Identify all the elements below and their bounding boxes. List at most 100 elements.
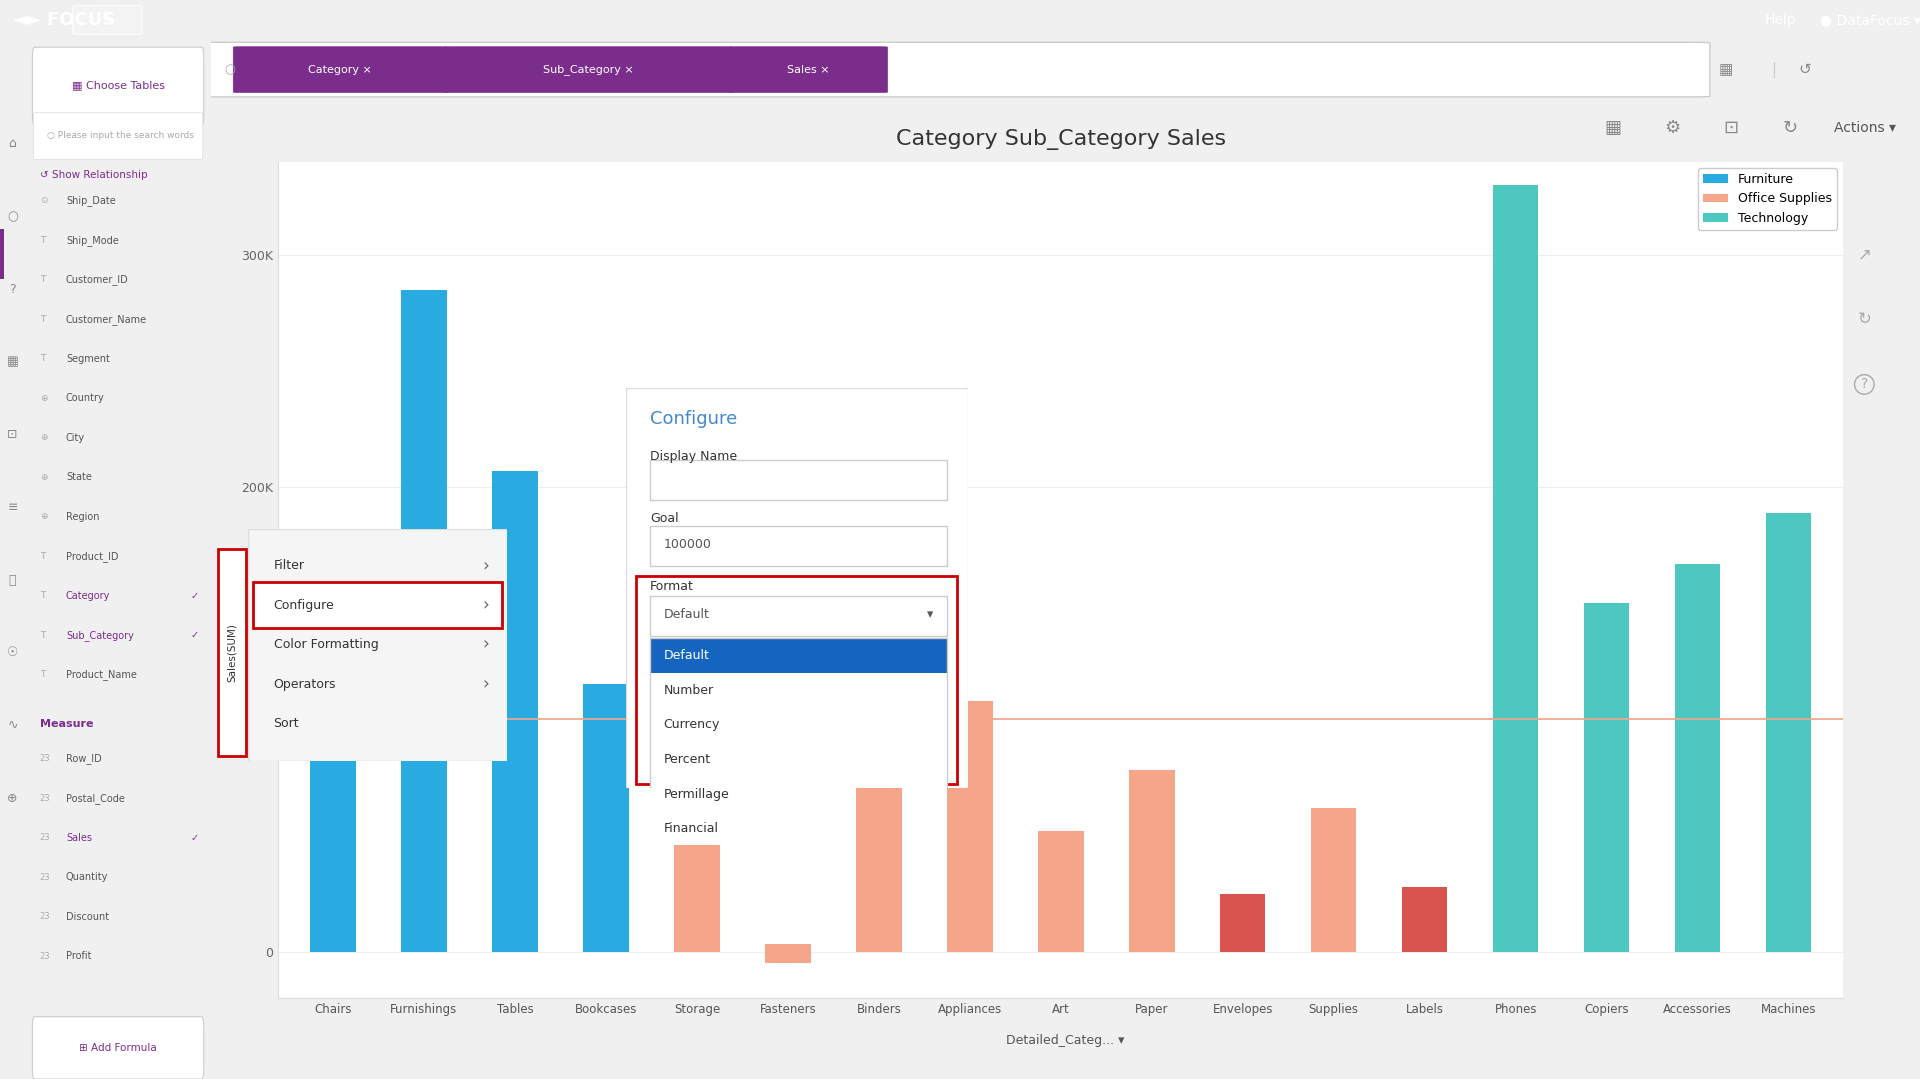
Text: ⊞ Add Formula: ⊞ Add Formula bbox=[79, 1042, 157, 1053]
Bar bbox=[584, 684, 628, 952]
FancyBboxPatch shape bbox=[73, 5, 142, 35]
Text: ○: ○ bbox=[225, 63, 236, 77]
Text: 23: 23 bbox=[40, 794, 50, 803]
Text: Ship_Mode: Ship_Mode bbox=[65, 235, 119, 246]
Text: ⊡: ⊡ bbox=[1724, 119, 1740, 137]
Text: Quantity: Quantity bbox=[65, 873, 108, 883]
Text: Permillage: Permillage bbox=[664, 788, 730, 801]
FancyBboxPatch shape bbox=[198, 42, 1711, 97]
Text: Customer_Name: Customer_Name bbox=[65, 314, 148, 325]
Text: Region: Region bbox=[65, 511, 100, 522]
Text: T: T bbox=[40, 670, 46, 680]
Text: Format: Format bbox=[649, 581, 693, 593]
Text: Actions ▾: Actions ▾ bbox=[1834, 121, 1895, 135]
Text: ▾: ▾ bbox=[927, 609, 933, 622]
Text: ✓: ✓ bbox=[190, 833, 198, 843]
Text: City: City bbox=[65, 433, 84, 442]
Text: T: T bbox=[40, 631, 46, 640]
Text: Filter: Filter bbox=[275, 559, 305, 572]
FancyBboxPatch shape bbox=[649, 742, 947, 777]
FancyBboxPatch shape bbox=[219, 549, 246, 756]
Text: Color Formatting: Color Formatting bbox=[275, 638, 378, 652]
Text: ?: ? bbox=[1860, 378, 1868, 392]
Text: State: State bbox=[65, 473, 92, 482]
Bar bbox=[1584, 603, 1630, 952]
Text: ›: › bbox=[482, 557, 490, 575]
Text: Measure: Measure bbox=[40, 720, 94, 729]
Text: Country: Country bbox=[65, 394, 106, 404]
Text: ⊕: ⊕ bbox=[8, 792, 17, 805]
FancyBboxPatch shape bbox=[649, 596, 947, 636]
Text: ☉: ☉ bbox=[8, 646, 17, 659]
Text: Configure: Configure bbox=[275, 599, 334, 612]
Bar bbox=[1129, 770, 1175, 952]
Text: ⚙: ⚙ bbox=[1665, 119, 1680, 137]
Text: Profit: Profit bbox=[65, 952, 92, 961]
Text: ○: ○ bbox=[8, 210, 17, 223]
Bar bbox=[311, 645, 355, 952]
Text: Customer_ID: Customer_ID bbox=[65, 274, 129, 286]
Text: Sub_Category: Sub_Category bbox=[65, 630, 134, 641]
Text: Category ×: Category × bbox=[309, 65, 372, 74]
Text: Sub_Category ×: Sub_Category × bbox=[543, 64, 634, 76]
Text: Discount: Discount bbox=[65, 912, 109, 921]
Bar bbox=[856, 603, 902, 952]
FancyBboxPatch shape bbox=[0, 229, 4, 278]
Text: 23: 23 bbox=[40, 913, 50, 921]
FancyBboxPatch shape bbox=[730, 46, 887, 93]
Title: Category Sub_Category Sales: Category Sub_Category Sales bbox=[897, 129, 1225, 150]
Text: ›: › bbox=[482, 597, 490, 614]
FancyBboxPatch shape bbox=[626, 388, 968, 788]
FancyBboxPatch shape bbox=[33, 1016, 204, 1079]
Text: T: T bbox=[40, 354, 46, 364]
Text: ⎙: ⎙ bbox=[10, 574, 15, 587]
Bar bbox=[1494, 186, 1538, 952]
Text: Default: Default bbox=[664, 609, 708, 622]
Legend: Furniture, Office Supplies, Technology: Furniture, Office Supplies, Technology bbox=[1697, 168, 1837, 230]
Text: Product_ID: Product_ID bbox=[65, 551, 119, 562]
FancyBboxPatch shape bbox=[649, 461, 947, 501]
Text: ⊕: ⊕ bbox=[40, 434, 48, 442]
FancyBboxPatch shape bbox=[253, 582, 501, 628]
Text: Operators: Operators bbox=[275, 678, 336, 691]
Text: Segment: Segment bbox=[65, 354, 109, 364]
Text: |: | bbox=[1770, 62, 1776, 78]
Text: ∿: ∿ bbox=[8, 720, 17, 733]
Bar bbox=[766, 952, 810, 964]
Text: Sales ×: Sales × bbox=[787, 65, 829, 74]
Text: ▦: ▦ bbox=[6, 356, 19, 369]
Text: ● DataFocus ▾: ● DataFocus ▾ bbox=[1820, 13, 1920, 27]
Bar bbox=[1219, 910, 1265, 952]
Text: Sales: Sales bbox=[65, 833, 92, 843]
FancyBboxPatch shape bbox=[33, 112, 204, 160]
Text: ↺ Show Relationship: ↺ Show Relationship bbox=[40, 169, 148, 180]
Bar bbox=[1766, 513, 1811, 952]
FancyBboxPatch shape bbox=[649, 777, 947, 811]
Bar bbox=[1674, 563, 1720, 952]
FancyBboxPatch shape bbox=[649, 672, 947, 708]
Text: ⊙: ⊙ bbox=[40, 196, 48, 205]
Text: T: T bbox=[40, 315, 46, 324]
Text: Number: Number bbox=[664, 684, 714, 697]
Text: T: T bbox=[40, 236, 46, 245]
Bar bbox=[1402, 887, 1448, 952]
Text: ▦: ▦ bbox=[1718, 63, 1732, 77]
Text: Configure: Configure bbox=[649, 410, 737, 428]
Text: ↻: ↻ bbox=[1784, 119, 1799, 137]
Text: Sort: Sort bbox=[275, 718, 300, 730]
FancyBboxPatch shape bbox=[649, 811, 947, 846]
Text: ○ Please input the search words: ○ Please input the search words bbox=[48, 131, 194, 140]
FancyBboxPatch shape bbox=[33, 47, 204, 125]
Text: ◄► FOCUS: ◄► FOCUS bbox=[13, 11, 115, 29]
Bar bbox=[1311, 807, 1356, 952]
Bar bbox=[766, 944, 810, 952]
FancyBboxPatch shape bbox=[636, 576, 958, 783]
Bar bbox=[1039, 831, 1083, 952]
Text: Detailed_Categ... ▾: Detailed_Categ... ▾ bbox=[1006, 1035, 1125, 1048]
Text: ≡: ≡ bbox=[8, 501, 17, 514]
Text: ⊕: ⊕ bbox=[40, 394, 48, 402]
Text: ›: › bbox=[482, 636, 490, 654]
Bar bbox=[947, 700, 993, 952]
Text: ⊡: ⊡ bbox=[8, 428, 17, 441]
Text: ↗: ↗ bbox=[1857, 245, 1872, 263]
